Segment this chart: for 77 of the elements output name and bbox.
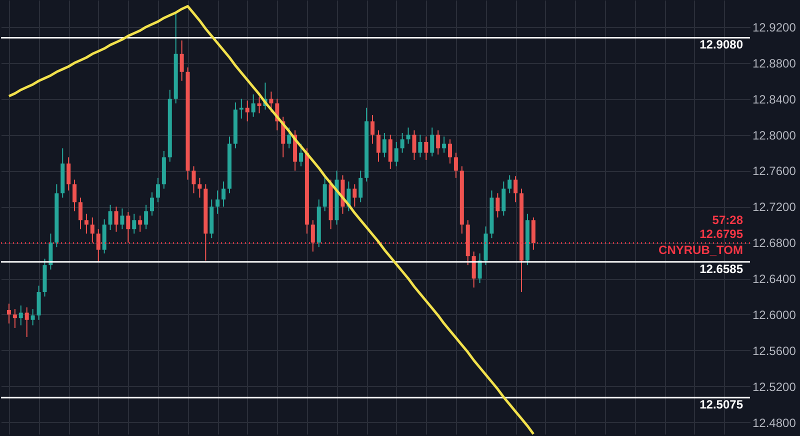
candlestick [370, 114, 375, 144]
candlestick [144, 204, 148, 230]
candlestick [376, 130, 380, 162]
candlestick [430, 127, 434, 157]
candlestick [78, 197, 82, 230]
candlestick [132, 213, 136, 234]
candlestick [531, 216, 536, 250]
candlestick [90, 216, 94, 244]
candlestick [269, 91, 274, 113]
candlestick [287, 127, 292, 149]
candlestick [257, 96, 262, 114]
candlestick [251, 94, 256, 118]
candlestick [418, 134, 422, 158]
y-tick-label: 12.8000 [752, 128, 796, 142]
candlestick [222, 181, 226, 208]
ref-line-label: 12.6585 [700, 262, 744, 276]
candlestick [478, 252, 482, 284]
candlestick [156, 177, 160, 203]
candlestick [12, 308, 17, 328]
candlestick [496, 192, 500, 218]
candlestick [48, 233, 53, 270]
candlestick [436, 130, 440, 156]
candlestick [84, 213, 88, 234]
candlestick [412, 130, 416, 160]
candlestick [245, 100, 250, 122]
ref-line-label: 12.5075 [700, 398, 744, 412]
candlestick [198, 177, 202, 198]
candlestick [352, 184, 357, 208]
y-tick-label: 12.4800 [752, 416, 796, 430]
candlestick [66, 156, 71, 191]
candlestick [6, 303, 11, 324]
candlestick [36, 285, 41, 320]
y-tick-label: 12.6800 [752, 236, 796, 250]
candlestick [114, 206, 118, 232]
candlestick [424, 136, 428, 160]
candlestick [150, 192, 154, 216]
candlestick [400, 132, 404, 154]
candlestick [382, 132, 386, 158]
candlestick [394, 141, 398, 167]
y-tick-label: 12.9200 [752, 20, 796, 34]
candlestick [514, 176, 518, 203]
candlestick [120, 208, 124, 230]
y-tick-label: 12.5200 [752, 380, 796, 394]
candlestick [358, 170, 363, 203]
y-tick-label: 12.8400 [752, 92, 796, 106]
ref-line-label: 12.9080 [700, 38, 744, 52]
y-tick-label: 12.8800 [752, 56, 796, 70]
y-tick-label: 12.6400 [752, 272, 796, 286]
candlestick [406, 127, 410, 144]
y-tick-label: 12.7200 [752, 200, 796, 214]
candlestick [310, 220, 315, 252]
candlestick [72, 179, 77, 212]
y-tick-label: 12.5600 [752, 344, 796, 358]
candlestick [388, 134, 392, 170]
candlestick [108, 204, 112, 231]
candlestick [30, 308, 35, 326]
candlestick [24, 306, 29, 338]
ref-line-label: CNYRUB_TOM [658, 243, 743, 258]
candlestick [299, 143, 304, 167]
candlestick [216, 190, 220, 214]
candlestick [180, 40, 184, 82]
candlestick [448, 138, 452, 164]
candlestick [126, 212, 130, 244]
annotation: 12.6795 [700, 227, 744, 242]
candlestick [96, 228, 100, 263]
candlestick [138, 215, 142, 232]
line-series [8, 5, 535, 436]
candlestick [502, 181, 506, 216]
y-tick-label: 12.6000 [752, 308, 796, 322]
candlestick [508, 174, 512, 194]
candlestick [454, 152, 458, 178]
candlestick [442, 136, 446, 154]
candlestick [192, 166, 196, 194]
y-tick-label: 12.7600 [752, 164, 796, 178]
candlestick [472, 251, 476, 288]
annotation: 57:28 [712, 213, 744, 228]
candlestick [18, 305, 23, 326]
